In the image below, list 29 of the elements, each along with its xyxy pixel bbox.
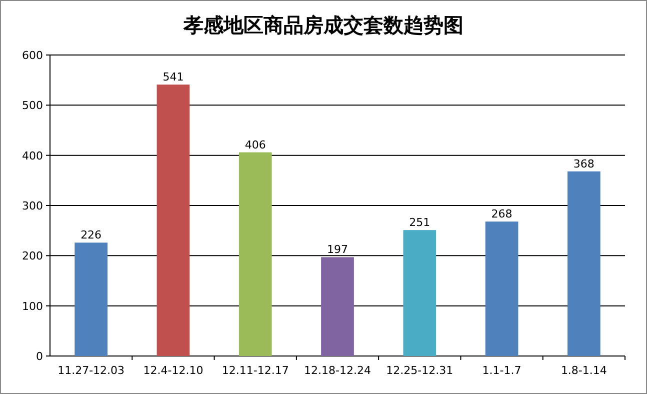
data-label: 197 bbox=[327, 243, 348, 256]
data-label: 268 bbox=[491, 208, 512, 221]
x-tick-label: 1.8-1.14 bbox=[560, 364, 607, 377]
bar bbox=[403, 230, 436, 356]
y-tick-label: 100 bbox=[22, 300, 43, 313]
x-tick-label: 1.1-1.7 bbox=[482, 364, 522, 377]
data-label: 226 bbox=[80, 228, 102, 242]
data-label: 368 bbox=[573, 157, 594, 170]
bar bbox=[485, 222, 518, 356]
bar bbox=[238, 152, 272, 356]
data-label: 251 bbox=[409, 216, 430, 230]
y-tick-label: 0 bbox=[36, 350, 43, 363]
y-tick-label: 400 bbox=[22, 149, 43, 162]
bar bbox=[568, 171, 600, 356]
x-tick-label: 12.4-12.10 bbox=[143, 364, 204, 377]
y-tick-label: 500 bbox=[22, 99, 43, 112]
bar bbox=[74, 242, 108, 356]
y-tick-label: 300 bbox=[22, 200, 43, 212]
data-label: 541 bbox=[162, 70, 184, 84]
y-tick-label: 200 bbox=[22, 250, 43, 263]
bar bbox=[321, 257, 354, 356]
bar bbox=[156, 84, 190, 356]
x-tick-label: 12.25-12.31 bbox=[386, 364, 454, 377]
x-tick-label: 12.11-12.17 bbox=[222, 364, 289, 377]
y-tick-label: 600 bbox=[22, 49, 43, 62]
data-label: 406 bbox=[244, 138, 266, 152]
chart-title: 孝感地区商品房成交套数趋势图 bbox=[182, 13, 464, 37]
x-tick-label: 11.27-12.03 bbox=[58, 364, 125, 377]
x-tick-label: 12.18-12.24 bbox=[304, 364, 371, 377]
